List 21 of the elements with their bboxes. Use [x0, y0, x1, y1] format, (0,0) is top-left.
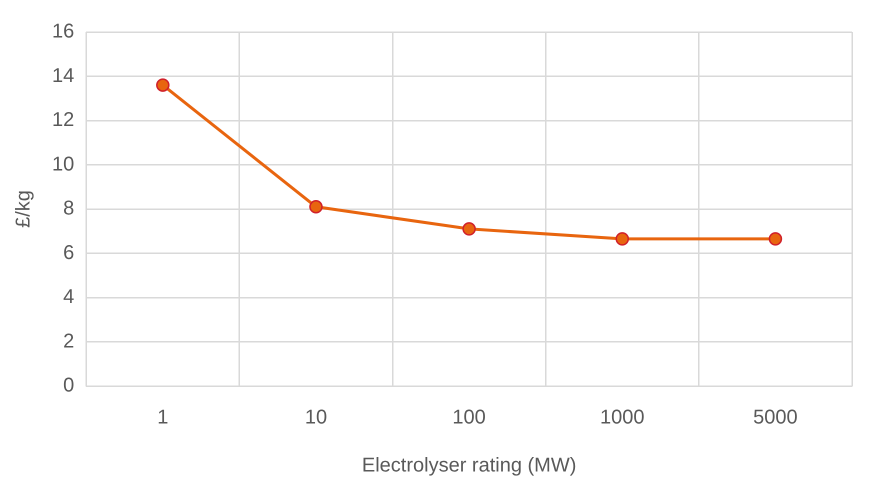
y-tick-label: 2 — [63, 330, 74, 352]
y-tick-label: 0 — [63, 374, 74, 397]
x-tick-label: 1000 — [600, 406, 645, 429]
point — [616, 232, 630, 246]
point — [768, 232, 782, 246]
x-tick-label: 5000 — [753, 406, 798, 429]
point — [309, 200, 323, 214]
y-tick-label: 4 — [63, 286, 74, 308]
x-axis-title: Electrolyser rating (MW) — [362, 454, 576, 477]
y-axis-title: £/kg — [12, 190, 35, 228]
point — [156, 78, 170, 92]
y-tick-label: 10 — [52, 153, 74, 176]
y-tick-label: 8 — [63, 198, 74, 220]
y-tick-label: 12 — [52, 109, 74, 132]
point — [462, 222, 476, 236]
x-tick-label: 1 — [157, 406, 168, 429]
y-tick-label: 14 — [52, 64, 74, 87]
y-tick-label: 6 — [63, 242, 74, 264]
y-tick-label: 16 — [52, 20, 74, 43]
x-tick-label: 10 — [304, 406, 328, 429]
x-tick-label: 100 — [452, 406, 486, 429]
